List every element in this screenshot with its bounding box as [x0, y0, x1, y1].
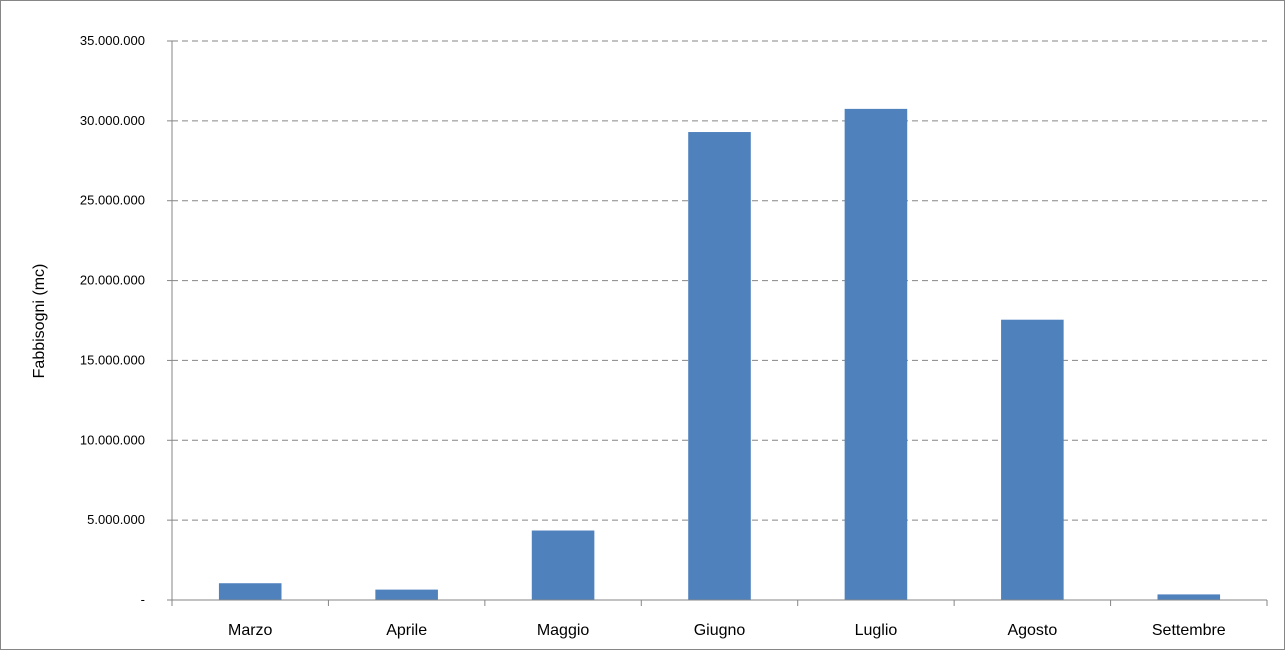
y-tick-label: -: [141, 592, 145, 607]
y-tick-label: 30.000.000: [80, 113, 145, 128]
bar-aprile: [375, 589, 438, 600]
y-tick-label: 10.000.000: [80, 432, 145, 447]
bar-agosto: [1001, 319, 1064, 600]
y-tick-label: 5.000.000: [87, 512, 145, 527]
y-axis-title: Fabbisogni (mc): [31, 264, 48, 379]
y-tick-labels: - 5.000.000 10.000.000 15.000.000 20.000.000…: [80, 33, 145, 607]
y-tick-label: 15.000.000: [80, 352, 145, 367]
x-tick-label: Luglio: [855, 622, 898, 639]
x-tick-label: Giugno: [694, 622, 746, 639]
x-tick-label: Aprile: [386, 622, 427, 639]
y-tick-label: 25.000.000: [80, 193, 145, 208]
bar-maggio: [531, 530, 595, 600]
y-tick-label: 35.000.000: [80, 33, 145, 48]
bar-luglio: [844, 108, 908, 600]
x-tick-label: Maggio: [537, 622, 590, 639]
bar-settembre: [1157, 594, 1221, 600]
bars: [218, 108, 1221, 600]
x-tick-label: Settembre: [1152, 622, 1226, 639]
bar-giugno: [688, 132, 751, 600]
x-tick-labels: Marzo Aprile Maggio Giugno Luglio Agosto Sette…: [228, 622, 1226, 639]
y-tick-label: 20.000.000: [80, 273, 145, 288]
axes: [167, 40, 1268, 606]
bar-marzo: [218, 583, 282, 600]
gridlines: [172, 40, 1267, 521]
x-tick-label: Marzo: [228, 622, 273, 639]
x-tick-label: Agosto: [1007, 622, 1057, 639]
